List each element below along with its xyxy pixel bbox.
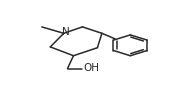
Text: OH: OH	[83, 63, 99, 73]
Text: N: N	[62, 27, 69, 37]
